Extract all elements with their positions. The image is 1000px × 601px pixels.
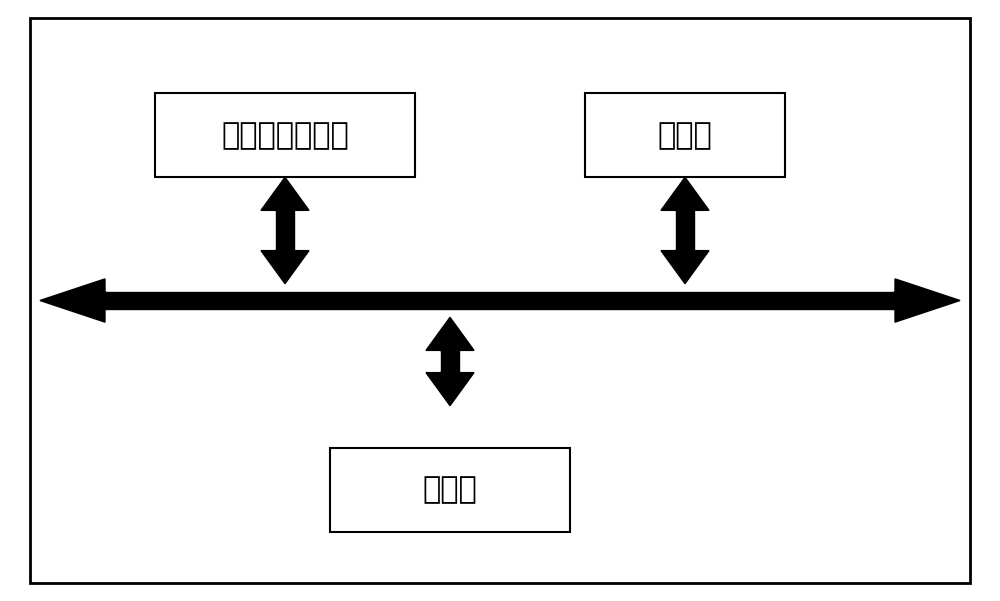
Polygon shape <box>661 250 709 284</box>
Polygon shape <box>261 250 309 284</box>
Bar <box>330 448 570 532</box>
Bar <box>276 210 294 251</box>
Bar <box>585 93 785 177</box>
Polygon shape <box>894 279 960 322</box>
Text: 处理器: 处理器 <box>658 121 712 150</box>
Bar <box>676 210 694 251</box>
Text: 存储器: 存储器 <box>423 475 477 504</box>
Polygon shape <box>426 372 474 406</box>
Bar <box>105 292 895 309</box>
Polygon shape <box>426 317 474 351</box>
Bar <box>155 93 415 177</box>
Bar <box>441 350 459 373</box>
Polygon shape <box>40 279 106 322</box>
Polygon shape <box>261 177 309 211</box>
Polygon shape <box>661 177 709 211</box>
Text: 服务器通信模块: 服务器通信模块 <box>221 121 349 150</box>
